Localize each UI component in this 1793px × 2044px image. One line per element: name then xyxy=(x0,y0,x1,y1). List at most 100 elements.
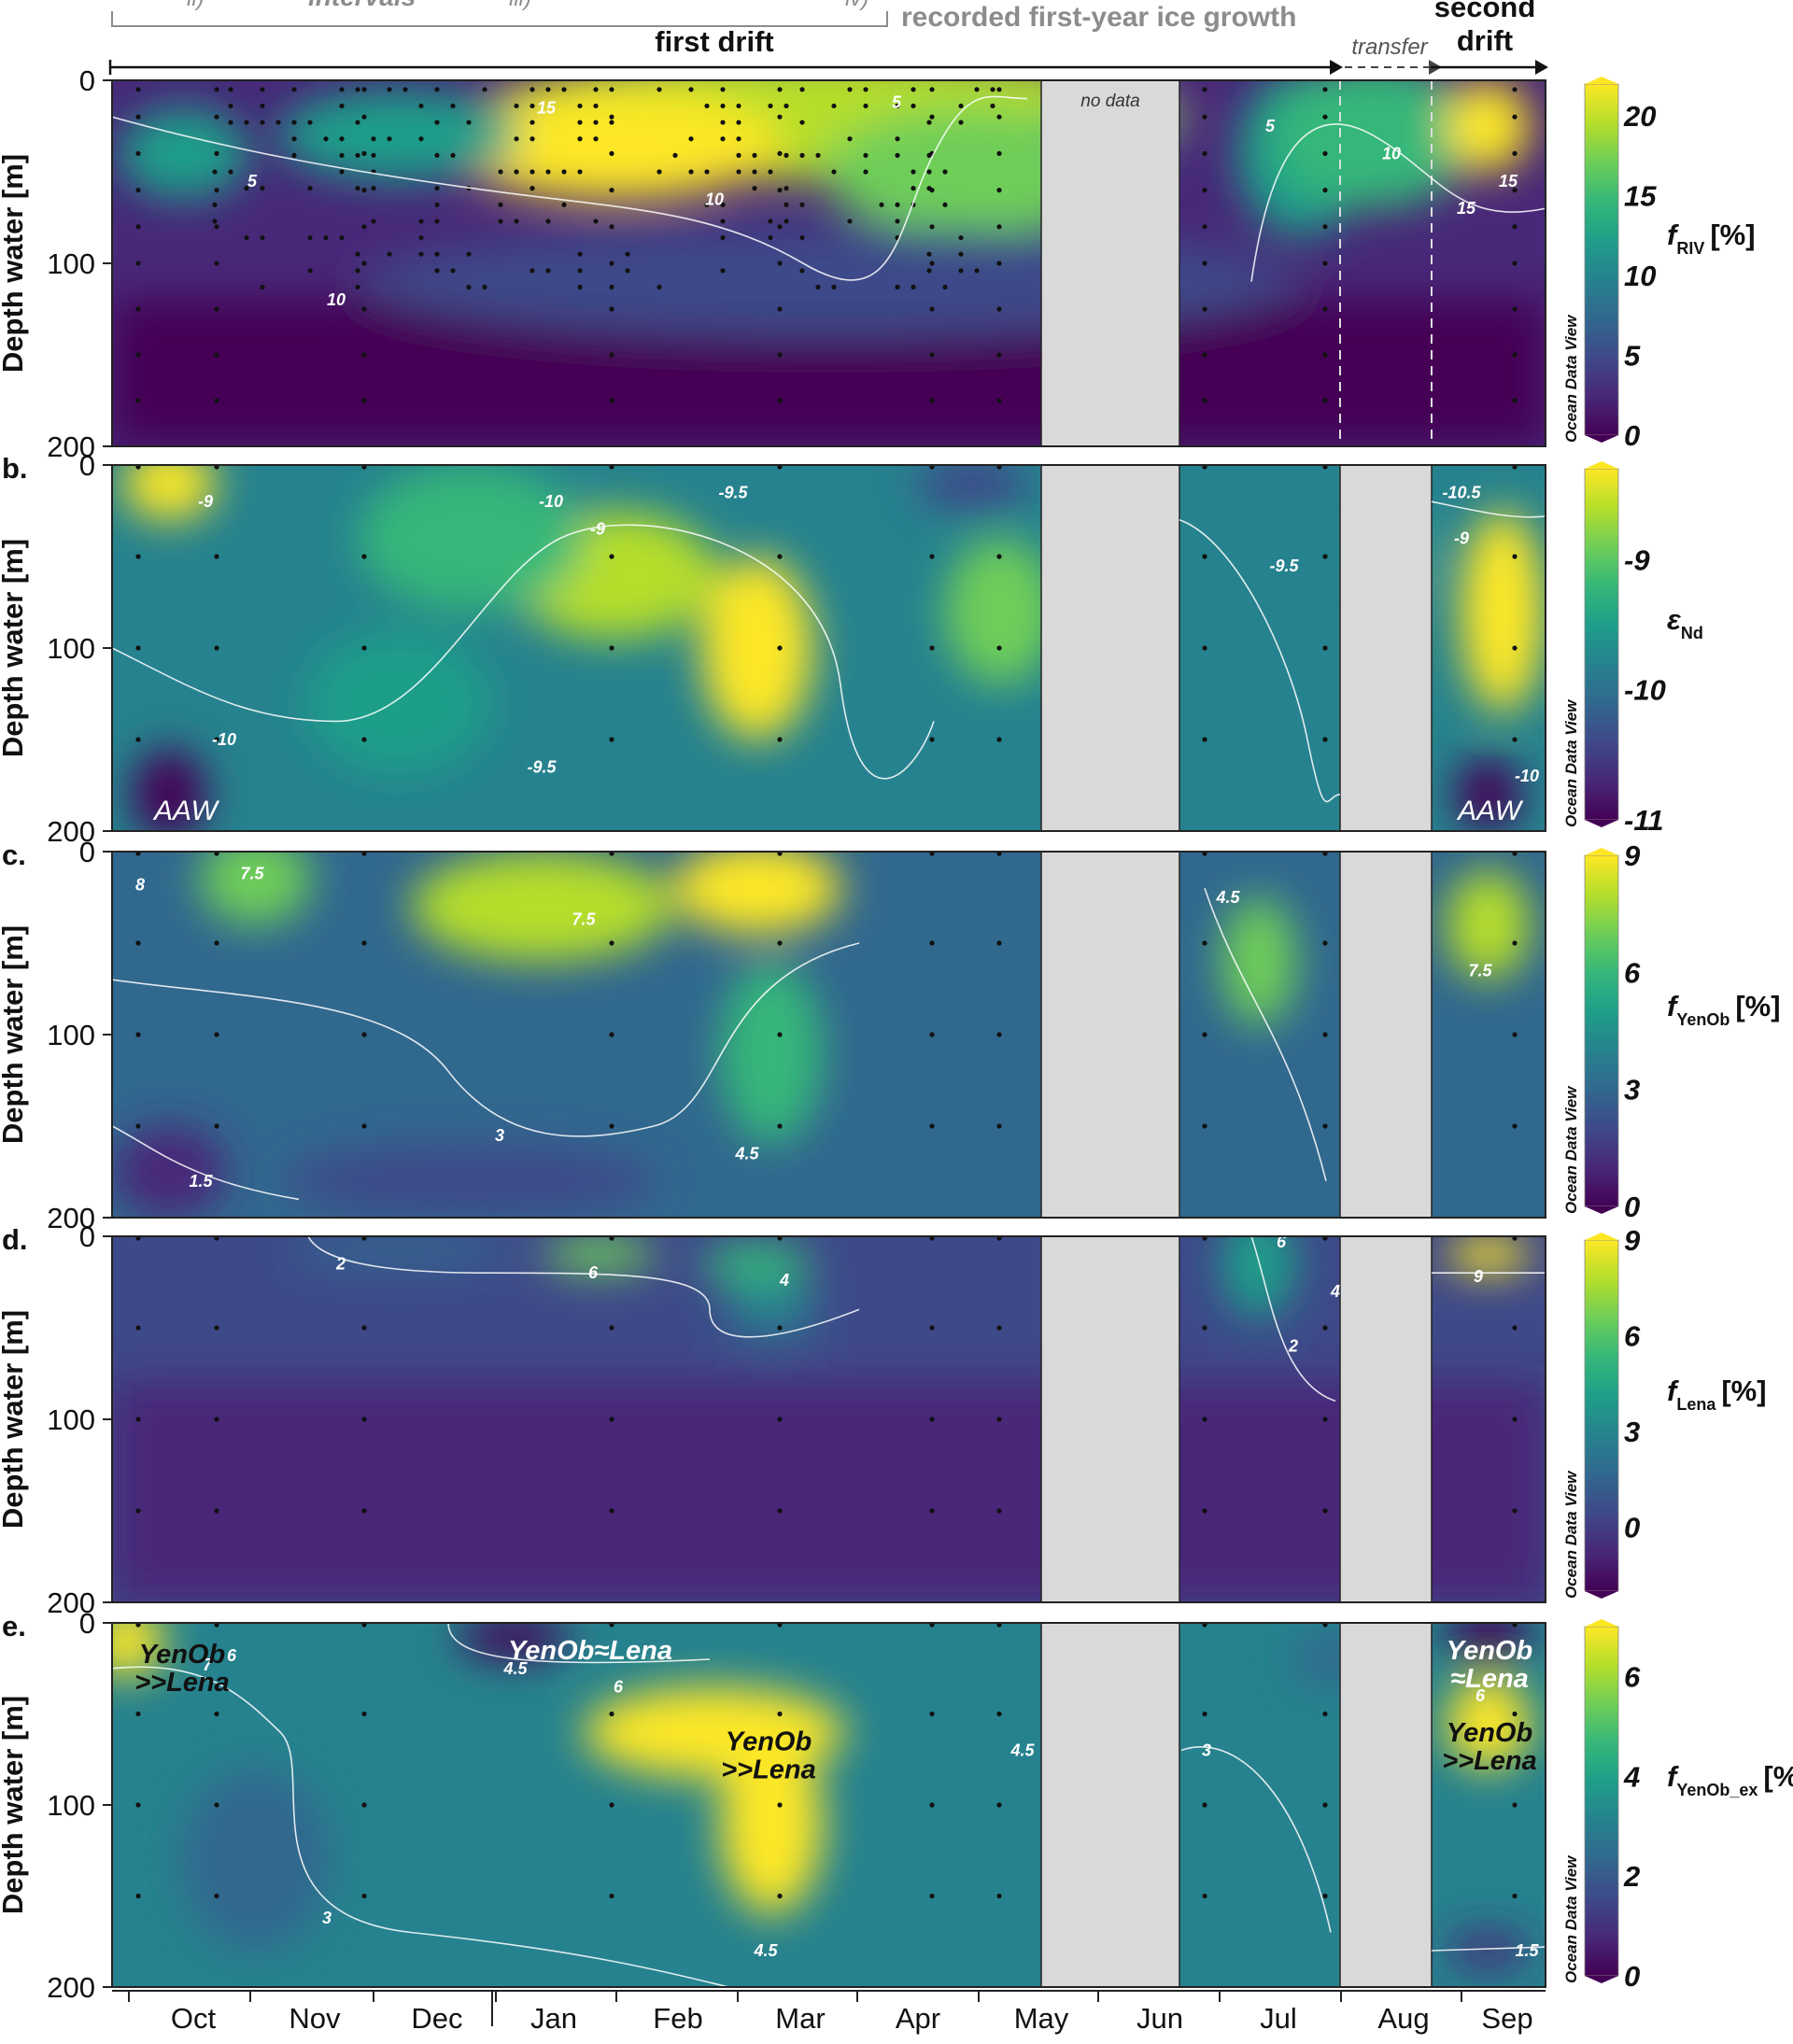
station-dot xyxy=(609,115,614,120)
station-dot xyxy=(996,87,1001,92)
station-dot xyxy=(1512,224,1517,229)
colorbar-tick-label: 3 xyxy=(1624,1074,1640,1107)
station-dot xyxy=(996,352,1001,357)
station-dot xyxy=(996,940,1001,945)
station-dot xyxy=(911,169,915,174)
station-dot xyxy=(720,235,725,240)
station-dot xyxy=(529,120,534,124)
station-dot xyxy=(777,188,782,192)
station-dot xyxy=(498,203,502,207)
station-dot xyxy=(784,203,788,207)
station-dot xyxy=(450,104,455,108)
station-dot xyxy=(466,285,471,289)
contour-label: -9 xyxy=(1454,529,1469,547)
station-dot xyxy=(214,940,219,945)
station-dot xyxy=(1322,151,1327,156)
station-dot xyxy=(371,218,375,223)
station-dot xyxy=(529,268,534,273)
station-dot xyxy=(1322,306,1327,311)
station-dot xyxy=(996,306,1001,311)
station-dot xyxy=(1202,554,1207,558)
station-dot xyxy=(402,87,407,92)
station-dot xyxy=(609,151,614,156)
water-mass-annotation: YenOb≈Lena xyxy=(508,1636,672,1666)
intervals-label: intervals xyxy=(308,0,416,11)
station-dot xyxy=(593,120,598,124)
station-dot xyxy=(1202,352,1207,357)
station-dot xyxy=(214,1032,219,1036)
station-dot xyxy=(1512,1712,1517,1716)
colorbar-title: fYenOb_ex[%] xyxy=(1667,1760,1793,1799)
station-dot xyxy=(929,940,934,945)
station-dot xyxy=(466,252,471,257)
heatmap-field xyxy=(112,1209,1546,1602)
water-mass-annotation: YenOb >>Lena xyxy=(721,1727,816,1785)
station-dot xyxy=(929,306,934,311)
station-dot xyxy=(799,235,804,240)
colorbar-tick-label: 6 xyxy=(1624,1320,1641,1353)
colorbar: -9-10-11εNd xyxy=(1585,461,1703,837)
station-dot xyxy=(1512,737,1517,741)
station-dot xyxy=(996,398,1001,402)
station-dot xyxy=(990,104,995,108)
panel-3: 87.57.534.51.54.57.50100200Depth water [… xyxy=(0,833,1781,1234)
station-dot xyxy=(929,1123,934,1128)
station-dot xyxy=(752,153,756,158)
station-dot xyxy=(561,87,566,92)
station-dot xyxy=(339,235,344,240)
heatmap-blob xyxy=(673,842,841,934)
colorbar-top-cap xyxy=(1585,77,1618,84)
station-dot xyxy=(339,87,344,92)
station-dot xyxy=(609,1123,614,1128)
station-dot xyxy=(355,120,360,124)
station-dot xyxy=(768,235,772,240)
station-dot xyxy=(275,120,280,124)
station-dot xyxy=(387,252,391,257)
station-dot xyxy=(736,104,741,108)
station-dot xyxy=(361,87,366,92)
station-dot xyxy=(831,169,836,174)
water-mass-annotation: YenOb >>Lena xyxy=(1442,1718,1537,1776)
station-dot xyxy=(135,224,140,229)
colorbar-tick-label: 3 xyxy=(1624,1416,1640,1448)
colorbar-top-cap xyxy=(1585,1619,1618,1627)
month-label: Sep xyxy=(1481,2002,1532,2035)
station-dot xyxy=(752,186,756,190)
recorded-ice-growth-label: recorded first-year ice growth xyxy=(901,2,1296,33)
station-dot xyxy=(777,554,782,558)
station-dot xyxy=(929,352,934,357)
station-dot xyxy=(214,224,219,229)
station-dot xyxy=(135,1417,140,1421)
station-dot xyxy=(815,153,820,158)
y-axis-label: Depth water [m] xyxy=(0,1310,29,1529)
transfer-gap-block xyxy=(1340,852,1432,1218)
station-dot xyxy=(355,186,360,190)
colorbar-gradient xyxy=(1585,1627,1618,1976)
station-dot xyxy=(545,87,550,92)
station-dot xyxy=(482,87,487,92)
month-label: Aug xyxy=(1377,2002,1429,2035)
station-dot xyxy=(958,104,963,108)
station-dot xyxy=(1202,261,1207,265)
station-dot xyxy=(777,1894,782,1898)
station-dot xyxy=(545,268,550,273)
contour-label: -10 xyxy=(1515,767,1539,785)
colorbar-title: fRIV [%] xyxy=(1667,218,1756,258)
station-dot xyxy=(355,153,360,158)
contour-label: 4.5 xyxy=(1009,1741,1035,1760)
contour-label: -9.5 xyxy=(527,757,557,776)
station-dot xyxy=(929,737,934,741)
station-dot xyxy=(361,1802,366,1807)
station-dot xyxy=(926,186,931,190)
station-dot xyxy=(752,169,756,174)
heatmap-blob xyxy=(287,1233,511,1269)
station-dot xyxy=(996,188,1001,192)
station-dot xyxy=(135,554,140,558)
colorbar-tick-label: 9 xyxy=(1624,1224,1641,1257)
station-dot xyxy=(609,352,614,357)
station-dot xyxy=(577,169,582,174)
station-dot xyxy=(609,120,614,124)
contour-label: 6 xyxy=(227,1646,237,1665)
heatmap-blob xyxy=(701,1242,813,1286)
station-dot xyxy=(847,218,852,223)
